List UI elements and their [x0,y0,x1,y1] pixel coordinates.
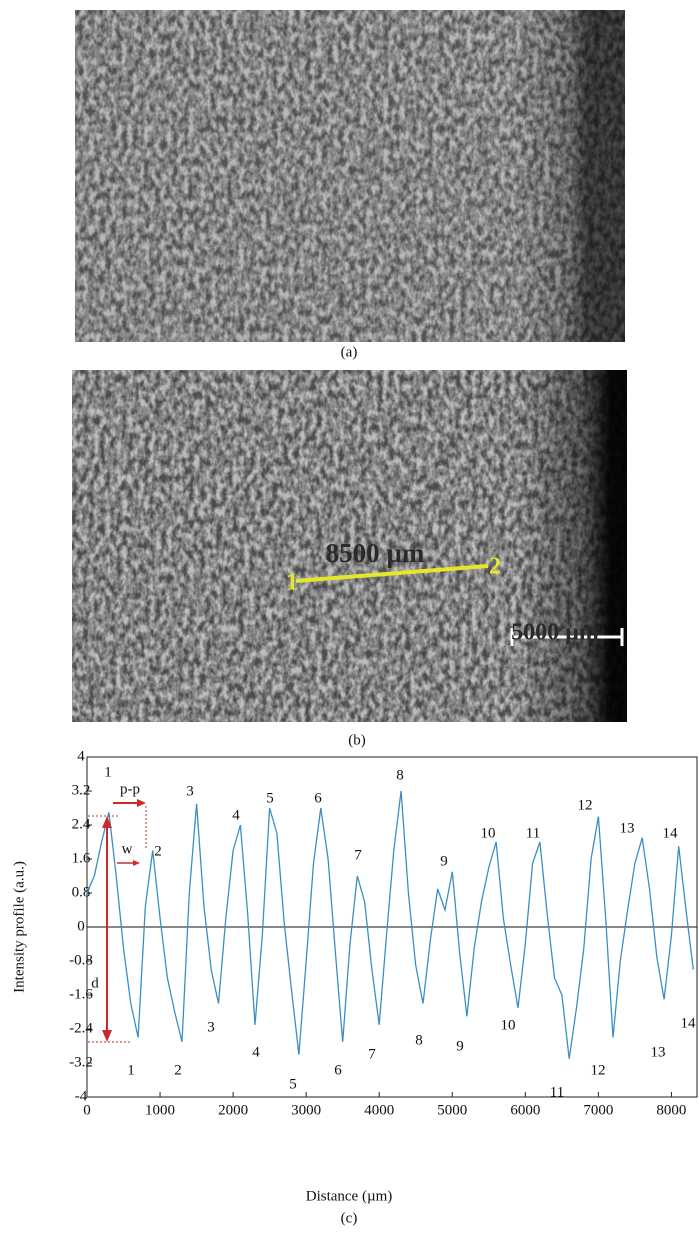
y-tick-label: -0.8 [69,952,93,968]
valley-label: 2 [174,1062,182,1078]
arrow-head [137,799,146,807]
caption: (b) [348,732,366,748]
peak-label: 9 [440,853,448,869]
peak-label: 8 [396,767,404,783]
y-tick-label: 4 [77,748,85,764]
peak-label: 11 [526,825,540,841]
peak-label: 12 [578,797,593,813]
peak-label: 1 [104,764,112,780]
y-tick-label: 0 [77,918,85,934]
peak-label: 4 [232,807,240,823]
measure-start: 1 [286,570,298,596]
arrow-head [102,816,112,828]
scale-label: 5000 µm [511,620,599,646]
valley-label: 5 [289,1076,297,1092]
valley-label: 12 [591,1062,606,1078]
y-tick-label: 2.4 [72,816,91,832]
valley-label: 11 [550,1084,564,1100]
peak-label: 2 [154,843,162,859]
data-line [86,790,694,1059]
peak-label: 3 [186,783,194,799]
valley-label: 10 [501,1017,516,1033]
x-tick-label: 2000 [218,1102,248,1118]
arrow-head [133,860,140,866]
y-tick-label: 1.6 [72,850,91,866]
y-tick-label: -2.4 [69,1020,93,1036]
peak-label: 6 [314,790,322,806]
x-tick-label: 4000 [364,1102,394,1118]
y-tick-label: -4 [75,1088,88,1104]
caption: (a) [341,344,358,360]
caption: (c) [341,1210,358,1226]
valley-label: 4 [252,1044,260,1060]
photo-a-texture [75,10,625,342]
x-tick-label: 3000 [291,1102,321,1118]
x-tick-label: 8000 [656,1102,686,1118]
y-tick-label: -3.2 [69,1054,93,1070]
arrow-head [102,1030,112,1042]
y-tick-label: 0.8 [72,884,91,900]
annotation: w [122,841,133,857]
valley-label: 3 [207,1019,215,1035]
peak-label: 14 [663,825,679,841]
x-tick-label: 0 [83,1102,91,1118]
x-tick-label: 5000 [437,1102,467,1118]
valley-label: 9 [456,1038,464,1054]
peak-label: 5 [266,790,274,806]
valley-label: 7 [368,1046,376,1062]
valley-label: 14 [681,1015,697,1031]
y-axis-label: Intensity profile (a.u.) [11,861,27,993]
annotation: d [91,975,99,991]
y-tick-label: -1.6 [69,986,93,1002]
x-tick-label: 1000 [145,1102,175,1118]
valley-label: 1 [127,1062,135,1078]
peak-label: 7 [354,847,362,863]
measure-label: 8500 µm [326,538,425,568]
valley-label: 6 [334,1062,342,1078]
photo-b-texture [72,370,627,722]
x-tick-label: 6000 [510,1102,540,1118]
peak-label: 13 [620,820,635,836]
valley-label: 8 [415,1032,423,1048]
x-tick-label: 7000 [583,1102,613,1118]
measure-line [295,564,489,583]
valley-label: 13 [651,1044,666,1060]
x-axis-label: Distance (µm) [306,1188,393,1204]
annotation: p-p [120,781,140,797]
peak-label: 10 [481,825,496,841]
y-tick-label: 3.2 [72,782,91,798]
measure-end: 2 [489,554,501,580]
